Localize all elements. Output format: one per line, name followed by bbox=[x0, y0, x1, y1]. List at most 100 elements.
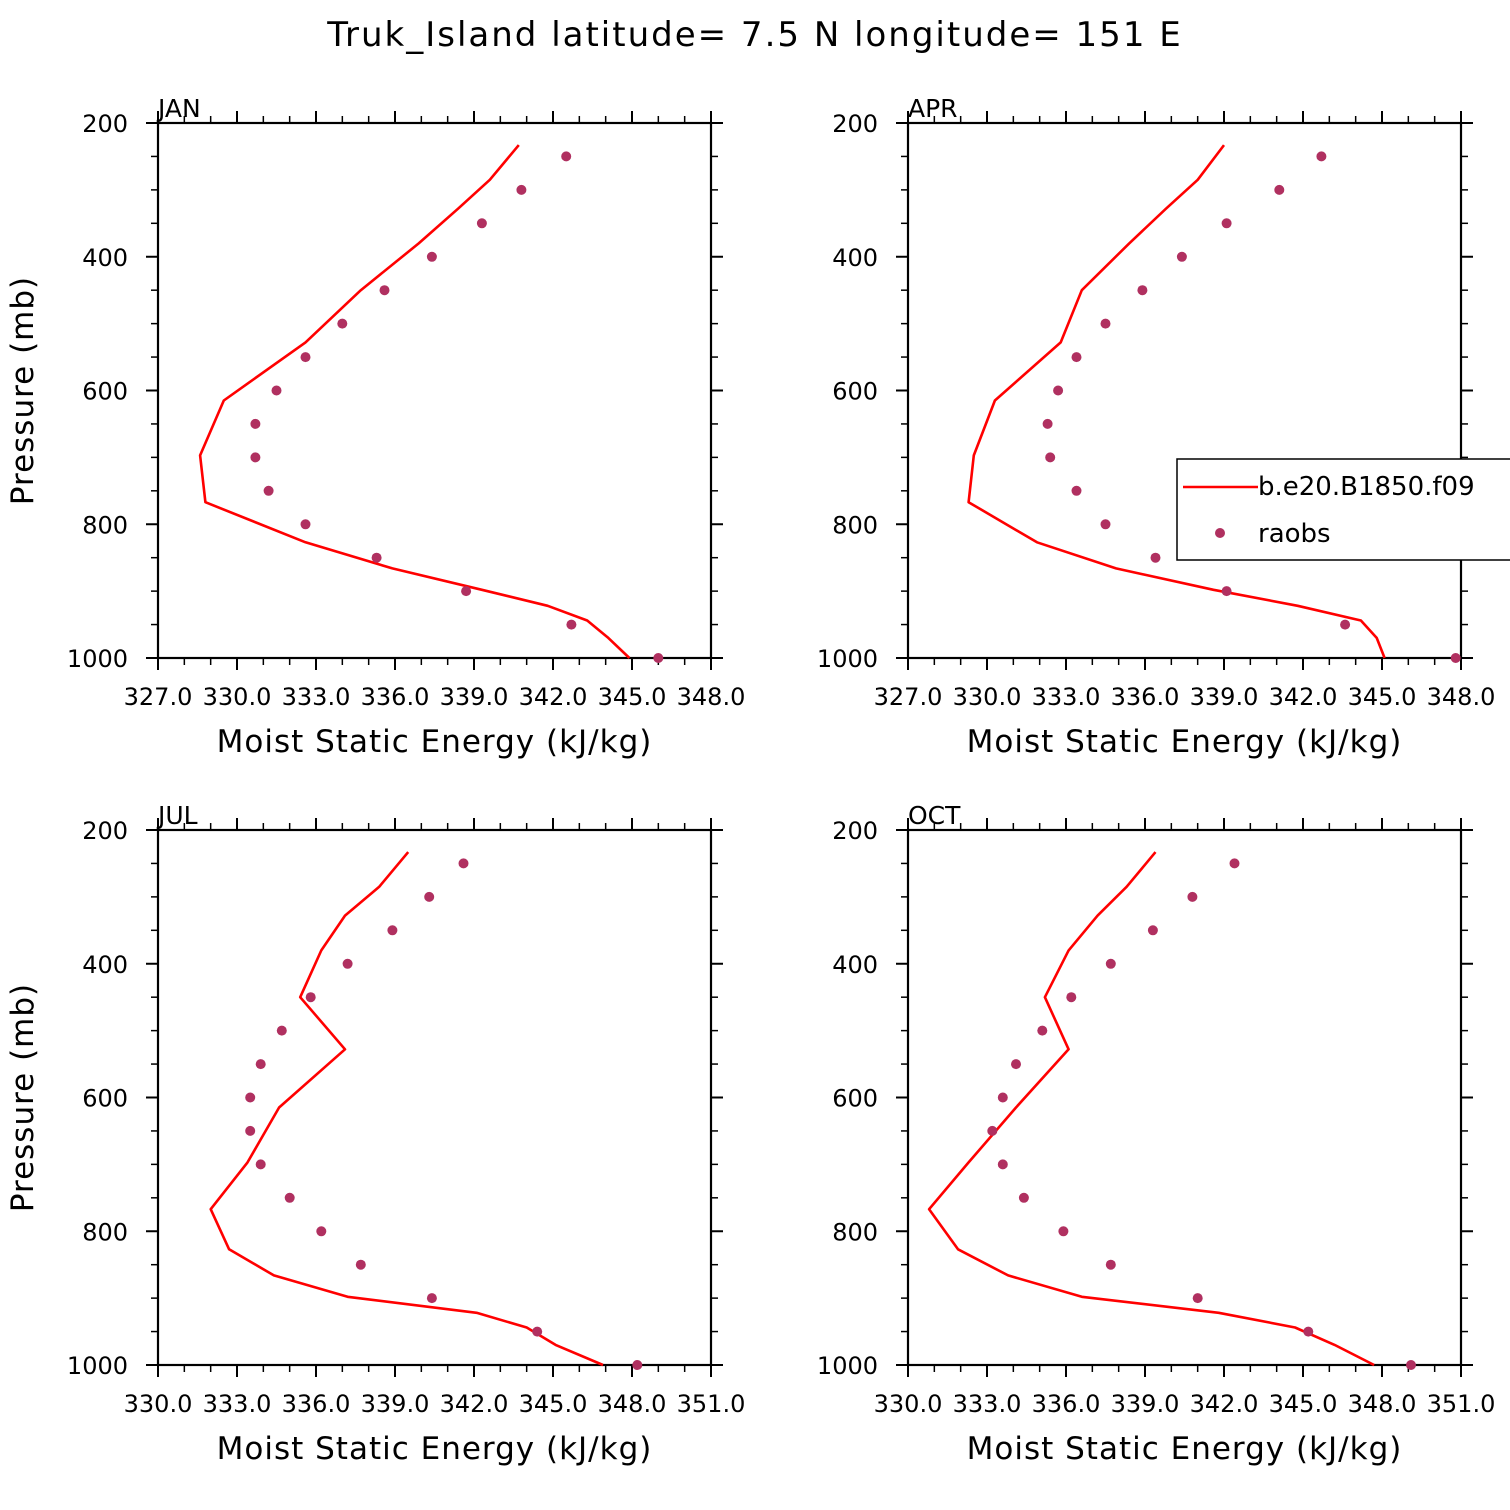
panels: JAN 327.0 330.0 333.0 336.0 339.0 342.0 345.0 34… bbox=[5, 94, 1510, 1467]
x-tick-label: 345.0 bbox=[519, 1390, 588, 1418]
y-tick-label: 200 bbox=[832, 817, 878, 845]
raobs-point bbox=[1303, 1326, 1314, 1337]
panel-title: JAN bbox=[156, 94, 201, 123]
plot-frame bbox=[906, 828, 1463, 1367]
y-tick-label: 200 bbox=[832, 110, 878, 138]
raobs-point bbox=[300, 352, 311, 363]
legend: b.e20.B1850.f09 raobs bbox=[1176, 458, 1510, 561]
x-axis-label: Moist Static Energy (kJ/kg) bbox=[217, 1431, 653, 1467]
raobs-point bbox=[379, 285, 390, 296]
raobs-point bbox=[263, 485, 274, 496]
x-tick-label: 342.0 bbox=[1190, 1390, 1259, 1418]
raobs-point bbox=[1221, 586, 1232, 597]
x-tick-label: 333.0 bbox=[203, 1390, 272, 1418]
y-tick-label: 1000 bbox=[67, 1352, 128, 1380]
raobs-point bbox=[1011, 1059, 1021, 1070]
raobs-point bbox=[1053, 385, 1064, 396]
raobs-point bbox=[987, 1125, 998, 1136]
x-tick-label: 330.0 bbox=[124, 1390, 193, 1418]
raobs-point bbox=[1100, 519, 1111, 530]
raobs-point bbox=[305, 992, 316, 1003]
y-tick-label: 600 bbox=[82, 378, 128, 406]
raobs-point bbox=[1316, 151, 1327, 162]
x-tick-label: 339.0 bbox=[1111, 1390, 1180, 1418]
raobs-point bbox=[458, 858, 469, 869]
y-axis-label: Pressure (mb) bbox=[5, 276, 41, 505]
raobs-point bbox=[250, 418, 261, 429]
x-tick-label: 345.0 bbox=[1348, 683, 1417, 711]
x-tick-label: 330.0 bbox=[203, 683, 272, 711]
raobs-point bbox=[476, 218, 487, 229]
raobs-point bbox=[316, 1226, 327, 1237]
x-tick-label: 351.0 bbox=[1427, 1390, 1496, 1418]
x-tick-label: 342.0 bbox=[519, 683, 588, 711]
raobs-point bbox=[424, 891, 435, 902]
x-tick-label: 339.0 bbox=[1190, 683, 1259, 711]
panel-title: JUL bbox=[156, 801, 198, 830]
panel-jul: JUL 330.0 333.0 336.0 339.0 342.0 345.0 348.0 35… bbox=[5, 801, 745, 1467]
y-tick-label: 400 bbox=[82, 951, 128, 979]
y-tick-label: 200 bbox=[82, 110, 128, 138]
x-tick-label: 330.0 bbox=[874, 1390, 943, 1418]
raobs-point bbox=[255, 1159, 266, 1170]
x-tick-label: 348.0 bbox=[1348, 1390, 1417, 1418]
panel-apr: APR 327.0 330.0 333.0 336.0 339.0 342.0 345.0 34… bbox=[817, 94, 1495, 760]
raobs-point bbox=[371, 552, 382, 563]
model-series-line bbox=[198, 144, 631, 659]
raobs-point bbox=[1406, 1360, 1416, 1370]
raobs-point bbox=[997, 1092, 1008, 1103]
x-tick-label: 336.0 bbox=[361, 683, 430, 711]
y-tick-label: 600 bbox=[832, 378, 878, 406]
y-tick-label: 800 bbox=[82, 1218, 128, 1246]
raobs-point bbox=[387, 925, 398, 936]
raobs-point bbox=[1450, 653, 1461, 663]
model-series-line bbox=[967, 144, 1386, 659]
y-axis-label: Pressure (mb) bbox=[5, 983, 41, 1212]
raobs-point bbox=[516, 184, 527, 195]
y-tick-label: 600 bbox=[832, 1085, 878, 1113]
raobs-point bbox=[245, 1092, 256, 1103]
raobs-point bbox=[561, 151, 572, 162]
x-tick-label: 348.0 bbox=[598, 1390, 667, 1418]
raobs-point bbox=[426, 1293, 437, 1304]
raobs-point bbox=[276, 1025, 287, 1036]
raobs-point bbox=[632, 1360, 643, 1370]
raobs-point bbox=[1340, 619, 1351, 630]
raobs-point bbox=[1100, 318, 1111, 329]
raobs-point bbox=[1221, 218, 1232, 229]
raobs-point bbox=[255, 1059, 266, 1070]
y-tick-label: 400 bbox=[832, 244, 878, 272]
raobs-point bbox=[1071, 352, 1082, 363]
raobs-point bbox=[1147, 925, 1158, 936]
y-tick-label: 800 bbox=[82, 511, 128, 539]
raobs-point bbox=[1274, 184, 1285, 195]
y-tick-label: 1000 bbox=[67, 645, 128, 673]
x-tick-label: 345.0 bbox=[598, 683, 667, 711]
raobs-point bbox=[355, 1259, 366, 1270]
raobs-point bbox=[337, 318, 348, 329]
panel-title: APR bbox=[908, 94, 958, 123]
y-tick-label: 600 bbox=[82, 1085, 128, 1113]
raobs-point bbox=[461, 586, 472, 597]
x-tick-label: 339.0 bbox=[440, 683, 509, 711]
model-series-line bbox=[209, 851, 604, 1367]
figure-title: Truk_Island latitude= 7.5 N longitude= 1… bbox=[326, 15, 1183, 55]
x-tick-label: 351.0 bbox=[677, 1390, 746, 1418]
panel-jan: JAN 327.0 330.0 333.0 336.0 339.0 342.0 345.0 34… bbox=[5, 94, 745, 760]
raobs-point bbox=[532, 1326, 543, 1337]
raobs-point bbox=[1045, 452, 1056, 463]
raobs-point bbox=[245, 1125, 256, 1136]
legend-obs-swatch bbox=[1215, 528, 1225, 538]
raobs-point bbox=[426, 251, 437, 262]
raobs-point bbox=[1229, 858, 1240, 869]
x-tick-label: 348.0 bbox=[677, 683, 746, 711]
x-axis-label: Moist Static Energy (kJ/kg) bbox=[217, 724, 653, 760]
x-tick-label: 339.0 bbox=[361, 1390, 430, 1418]
plot-frame bbox=[156, 828, 713, 1367]
x-tick-label: 333.0 bbox=[1032, 683, 1101, 711]
x-tick-label: 327.0 bbox=[124, 683, 193, 711]
raobs-point bbox=[1187, 891, 1198, 902]
raobs-point bbox=[1105, 958, 1116, 969]
raobs-point bbox=[342, 958, 353, 969]
